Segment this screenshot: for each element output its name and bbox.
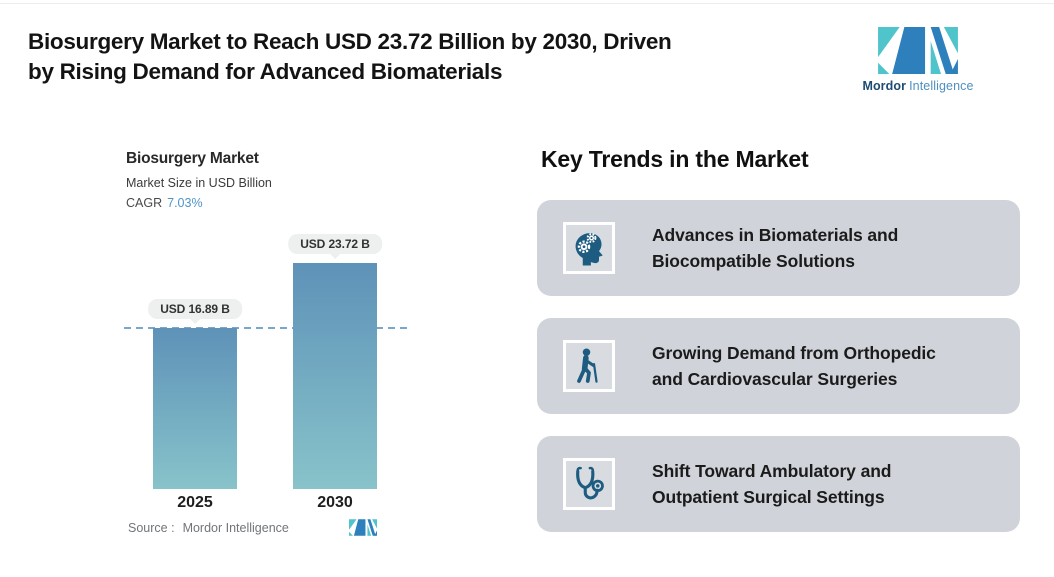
x-axis-label-2025: 2025	[177, 494, 213, 511]
trend-text-line: Advances in Biomaterials and	[652, 225, 899, 245]
brand-name-secondary: Intelligence	[909, 79, 974, 93]
chart-title: Biosurgery Market	[126, 150, 259, 167]
cagr-value: 7.03%	[167, 196, 203, 210]
source-label: Source :	[128, 521, 175, 535]
bar-2025	[153, 328, 237, 489]
top-divider	[0, 3, 1054, 4]
trend-text-line: Biocompatible Solutions	[652, 251, 855, 271]
source-attribution: Source : Mordor Intelligence	[128, 521, 289, 535]
page-title-line-2: by Rising Demand for Advanced Biomateria…	[28, 59, 503, 84]
brand-name: Mordor Intelligence	[862, 79, 974, 93]
trend-card-text: Advances in Biomaterials and Biocompatib…	[652, 222, 898, 274]
chart-cagr: CAGR 7.03%	[126, 196, 272, 210]
bar-group-2030: USD 23.72 B	[288, 230, 382, 489]
trend-text-line: and Cardiovascular Surgeries	[652, 369, 898, 389]
trend-icon-box	[563, 458, 615, 510]
trend-text-line: Shift Toward Ambulatory and	[652, 461, 892, 481]
trend-text-line: Outpatient Surgical Settings	[652, 487, 885, 507]
page-title: Biosurgery Market to Reach USD 23.72 Bil…	[28, 27, 808, 87]
mordor-logo-small-icon	[349, 519, 377, 536]
trend-card-ambulatory: Shift Toward Ambulatory and Outpatient S…	[537, 436, 1020, 532]
trend-text-line: Growing Demand from Orthopedic	[652, 343, 936, 363]
mordor-logo-icon	[878, 27, 958, 74]
brand-name-primary: Mordor	[862, 79, 907, 93]
bar-group-2025: USD 16.89 B	[148, 230, 242, 489]
head-gears-icon	[575, 233, 603, 266]
person-cane-icon	[577, 348, 598, 383]
trend-card-surgeries: Growing Demand from Orthopedic and Cardi…	[537, 318, 1020, 414]
chart-header: Biosurgery Market Market Size in USD Bil…	[126, 150, 272, 210]
trend-card-text: Growing Demand from Orthopedic and Cardi…	[652, 340, 936, 392]
trend-icon-box	[563, 340, 615, 392]
trend-card-text: Shift Toward Ambulatory and Outpatient S…	[652, 458, 891, 510]
page-title-line-1: Biosurgery Market to Reach USD 23.72 Bil…	[28, 29, 672, 54]
bar-2030	[293, 263, 377, 489]
cagr-label: CAGR	[126, 196, 163, 210]
stethoscope-icon	[576, 466, 604, 500]
brand-logo: Mordor Intelligence	[862, 27, 974, 93]
x-axis-label-2030: 2030	[317, 494, 353, 511]
trend-card-biomaterials: Advances in Biomaterials and Biocompatib…	[537, 200, 1020, 296]
trend-icon-box	[563, 222, 615, 274]
chart-subtitle: Market Size in USD Billion	[126, 176, 272, 190]
key-trends-heading: Key Trends in the Market	[541, 146, 809, 172]
reference-dashed-line	[124, 327, 408, 329]
bar-chart-plot: USD 16.89 B USD 23.72 B	[0, 230, 470, 489]
value-label-2025: USD 16.89 B	[148, 299, 242, 319]
value-label-2030: USD 23.72 B	[288, 234, 382, 254]
source-value: Mordor Intelligence	[182, 521, 289, 535]
